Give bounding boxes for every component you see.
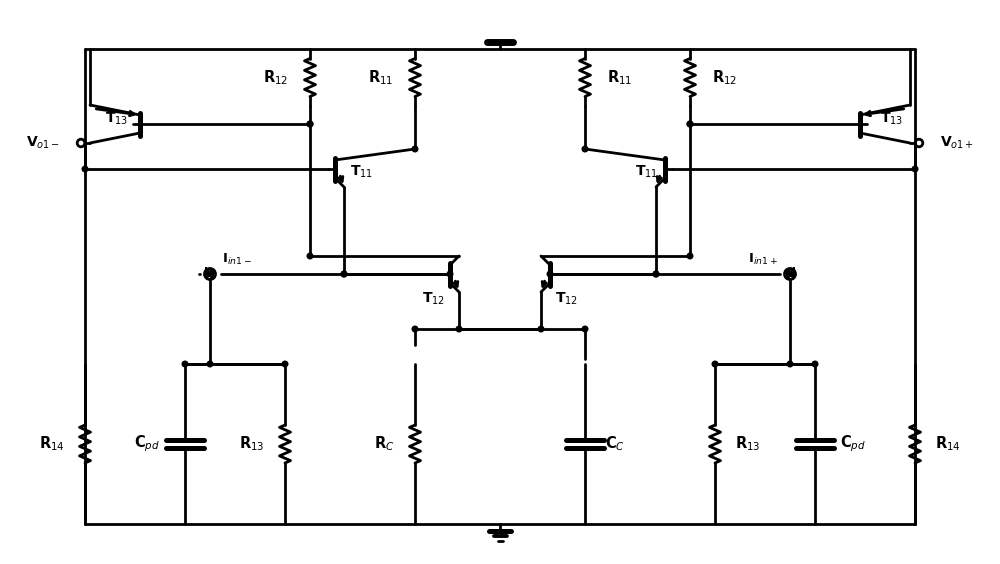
Text: R$_C$: R$_C$ [374,435,395,453]
Text: R$_{14}$: R$_{14}$ [935,435,961,453]
Text: C$_C$: C$_C$ [605,435,625,453]
Text: V$_{o1+}$: V$_{o1+}$ [940,135,974,151]
Circle shape [582,326,588,332]
Circle shape [456,326,462,332]
Circle shape [282,361,288,367]
Circle shape [582,146,588,152]
Text: T$_{13}$: T$_{13}$ [880,111,903,127]
Text: I$_{in1-}$: I$_{in1-}$ [222,252,252,267]
Circle shape [182,361,188,367]
Circle shape [712,361,718,367]
Text: I$_{in1+}$: I$_{in1+}$ [748,252,778,267]
Circle shape [653,271,659,277]
Circle shape [687,253,693,259]
Text: R$_{13}$: R$_{13}$ [239,435,265,453]
Text: T$_{12}$: T$_{12}$ [422,291,445,307]
Circle shape [341,271,347,277]
Circle shape [307,121,313,127]
Text: R$_{11}$: R$_{11}$ [607,68,632,87]
Circle shape [687,121,693,127]
Text: R$_{11}$: R$_{11}$ [368,68,393,87]
Circle shape [447,271,453,277]
Circle shape [207,361,213,367]
Text: C$_{pd}$: C$_{pd}$ [840,434,866,454]
Circle shape [912,166,918,172]
Text: R$_{12}$: R$_{12}$ [263,68,288,87]
Circle shape [787,361,793,367]
Circle shape [307,253,313,259]
Circle shape [307,121,313,127]
Circle shape [412,146,418,152]
Circle shape [653,271,659,277]
Text: T$_{11}$: T$_{11}$ [635,164,658,180]
Text: T$_{13}$: T$_{13}$ [105,111,128,127]
Circle shape [82,166,88,172]
Text: V$_{o1-}$: V$_{o1-}$ [26,135,60,151]
Circle shape [812,361,818,367]
Text: C$_{pd}$: C$_{pd}$ [134,434,160,454]
Circle shape [341,271,347,277]
Circle shape [547,271,553,277]
Circle shape [687,121,693,127]
Text: T$_{11}$: T$_{11}$ [350,164,373,180]
Text: T$_{12}$: T$_{12}$ [555,291,578,307]
Circle shape [538,326,544,332]
Text: R$_{12}$: R$_{12}$ [712,68,737,87]
Circle shape [412,326,418,332]
Text: R$_{13}$: R$_{13}$ [735,435,761,453]
Text: R$_{14}$: R$_{14}$ [39,435,65,453]
